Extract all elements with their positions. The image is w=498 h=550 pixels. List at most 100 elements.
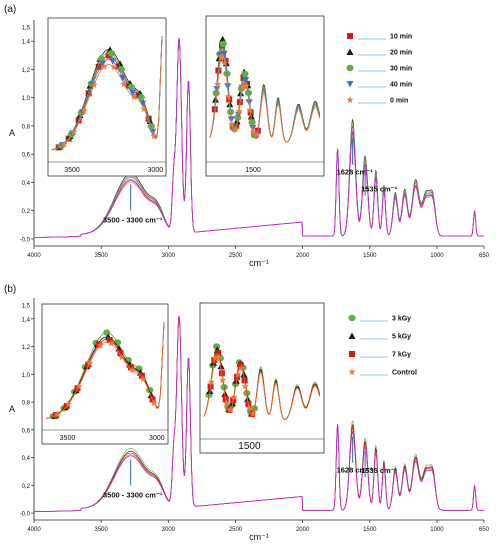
inset-left-marker <box>103 329 111 336</box>
inset-left-marker <box>80 107 88 114</box>
legend-marker <box>348 368 356 376</box>
y-tick-label: 0,8 <box>22 401 31 407</box>
inset-right-marker <box>217 52 225 60</box>
inset-right: 1500 <box>199 302 325 454</box>
inset-right-marker <box>234 370 242 378</box>
x-tick-label: 4000 <box>27 253 41 259</box>
x-tick-label: 3000 <box>162 253 176 259</box>
x-tick-label: 2500 <box>229 527 243 533</box>
inset-left-marker <box>95 63 102 70</box>
inset-left-marker <box>116 60 124 67</box>
inset-left-marker <box>140 105 148 113</box>
annotation-label: 1628 cm⁻¹ <box>337 466 374 475</box>
x-tick-label: 3000 <box>162 527 176 533</box>
y-tick-label: 1,2 <box>22 345 31 351</box>
inset-left-marker <box>96 341 104 349</box>
inset-left-frame <box>41 303 169 445</box>
inset-left-marker <box>99 60 107 68</box>
legend-label: 3 kGy <box>392 316 411 323</box>
inset-right-marker <box>228 120 236 128</box>
x-tick-label: 1000 <box>430 527 444 533</box>
legend-marker <box>348 314 356 322</box>
inset-left-marker <box>138 372 145 379</box>
y-tick-label: -0,0 <box>20 237 31 243</box>
inset-left-line-3 <box>51 36 163 151</box>
panel-b: (b) -0,0 0,2 0,4 0,6 0,8 1,0 1,2 1,4 1,5 A 4000 3500… <box>4 284 490 542</box>
legend-label: 0 min <box>390 98 408 105</box>
inset-left-marker <box>150 399 158 407</box>
inset-right-tick: 1500 <box>238 441 261 452</box>
annotation-label: 1535 cm⁻¹ <box>361 466 398 475</box>
inset-left-marker <box>128 366 137 374</box>
inset-left: 3500 3000 <box>41 303 169 445</box>
inset-left-marker <box>130 93 138 100</box>
inset-right-marker <box>224 92 232 100</box>
inset-left-marker <box>118 353 126 361</box>
inset-left-marker <box>128 364 135 371</box>
inset-left-marker <box>75 382 83 390</box>
legend-label: Control <box>392 370 417 377</box>
legend-label: 20 min <box>390 50 412 57</box>
inset-right-marker <box>220 50 228 58</box>
inset-left-marker <box>124 356 132 364</box>
inset-left-marker <box>53 410 62 418</box>
legend-marker <box>346 48 354 55</box>
x-tick-label: 2000 <box>296 527 310 533</box>
x-axis-title: cm⁻¹ <box>249 532 269 542</box>
spectra <box>34 37 484 238</box>
legend-marker <box>349 351 355 357</box>
legend-label: 5 kGy <box>392 334 411 341</box>
inset-left-marker <box>100 63 108 70</box>
inset-right-marker <box>235 107 243 115</box>
y-tick-label: 0,6 <box>22 153 31 159</box>
inset-right-marker <box>242 76 250 84</box>
y-tick-label: 1,4 <box>22 317 31 323</box>
inset-right-tick: 1500 <box>245 167 261 174</box>
legend: 3 kGy 5 kGy 7 kGy Control <box>348 314 417 377</box>
inset-right-frame <box>199 302 325 454</box>
legend-label: 40 min <box>390 82 412 89</box>
inset-right-marker <box>213 343 221 350</box>
inset-left-marker <box>120 80 128 88</box>
inset-right-marker <box>246 106 254 114</box>
inset-right-marker <box>244 89 253 97</box>
inset-left-marker <box>85 90 92 97</box>
inset-left-marker <box>106 337 113 344</box>
y-axis-title: A <box>9 404 15 414</box>
inset-right: 1500 <box>205 15 325 177</box>
inset-left-marker <box>70 128 78 136</box>
y-tick-label: 0,6 <box>22 428 31 434</box>
x-axis-title: cm⁻¹ <box>249 258 269 268</box>
inset-right-marker <box>245 404 253 411</box>
y-axis-title: A <box>9 128 15 138</box>
inset-right-line-3 <box>203 353 321 420</box>
inset-right-marker <box>222 399 231 407</box>
panel-a: (a) -0,0 0,2 0,4 0,6 0,8 1,0 1,2 1,4 1,5 A 4000 3500… <box>4 4 490 268</box>
inset-right-line-2 <box>209 41 321 143</box>
inset-left-marker <box>150 132 158 140</box>
legend-label: 10 min <box>390 34 412 41</box>
y-tick-label: 1,4 <box>22 40 31 46</box>
inset-right-marker <box>215 350 222 357</box>
inset-left-marker <box>139 375 147 383</box>
y-tick-label: 0,8 <box>22 124 31 130</box>
inset-left-frame <box>47 17 167 177</box>
inset-left-tick: 3000 <box>149 435 165 442</box>
panel-label: (b) <box>4 284 16 295</box>
y-tick-label: 1,0 <box>22 96 31 102</box>
inset-left-marker <box>60 140 68 148</box>
x-tick-label: 1500 <box>363 253 377 259</box>
x-tick-label: 650 <box>479 527 490 533</box>
y-tick-label: 0,4 <box>22 181 31 187</box>
x-tick-label: 3500 <box>94 527 108 533</box>
legend-label: 30 min <box>390 66 412 73</box>
legend-marker <box>346 81 354 88</box>
inset-right-marker <box>238 364 246 372</box>
inset-right-marker <box>219 376 227 384</box>
legend-marker <box>346 96 354 104</box>
y-tick-label: -0,0 <box>20 512 31 518</box>
y-tick-label: 0,4 <box>22 456 31 462</box>
y-top-label: 1,5 <box>22 303 31 309</box>
inset-right-marker <box>215 353 223 361</box>
